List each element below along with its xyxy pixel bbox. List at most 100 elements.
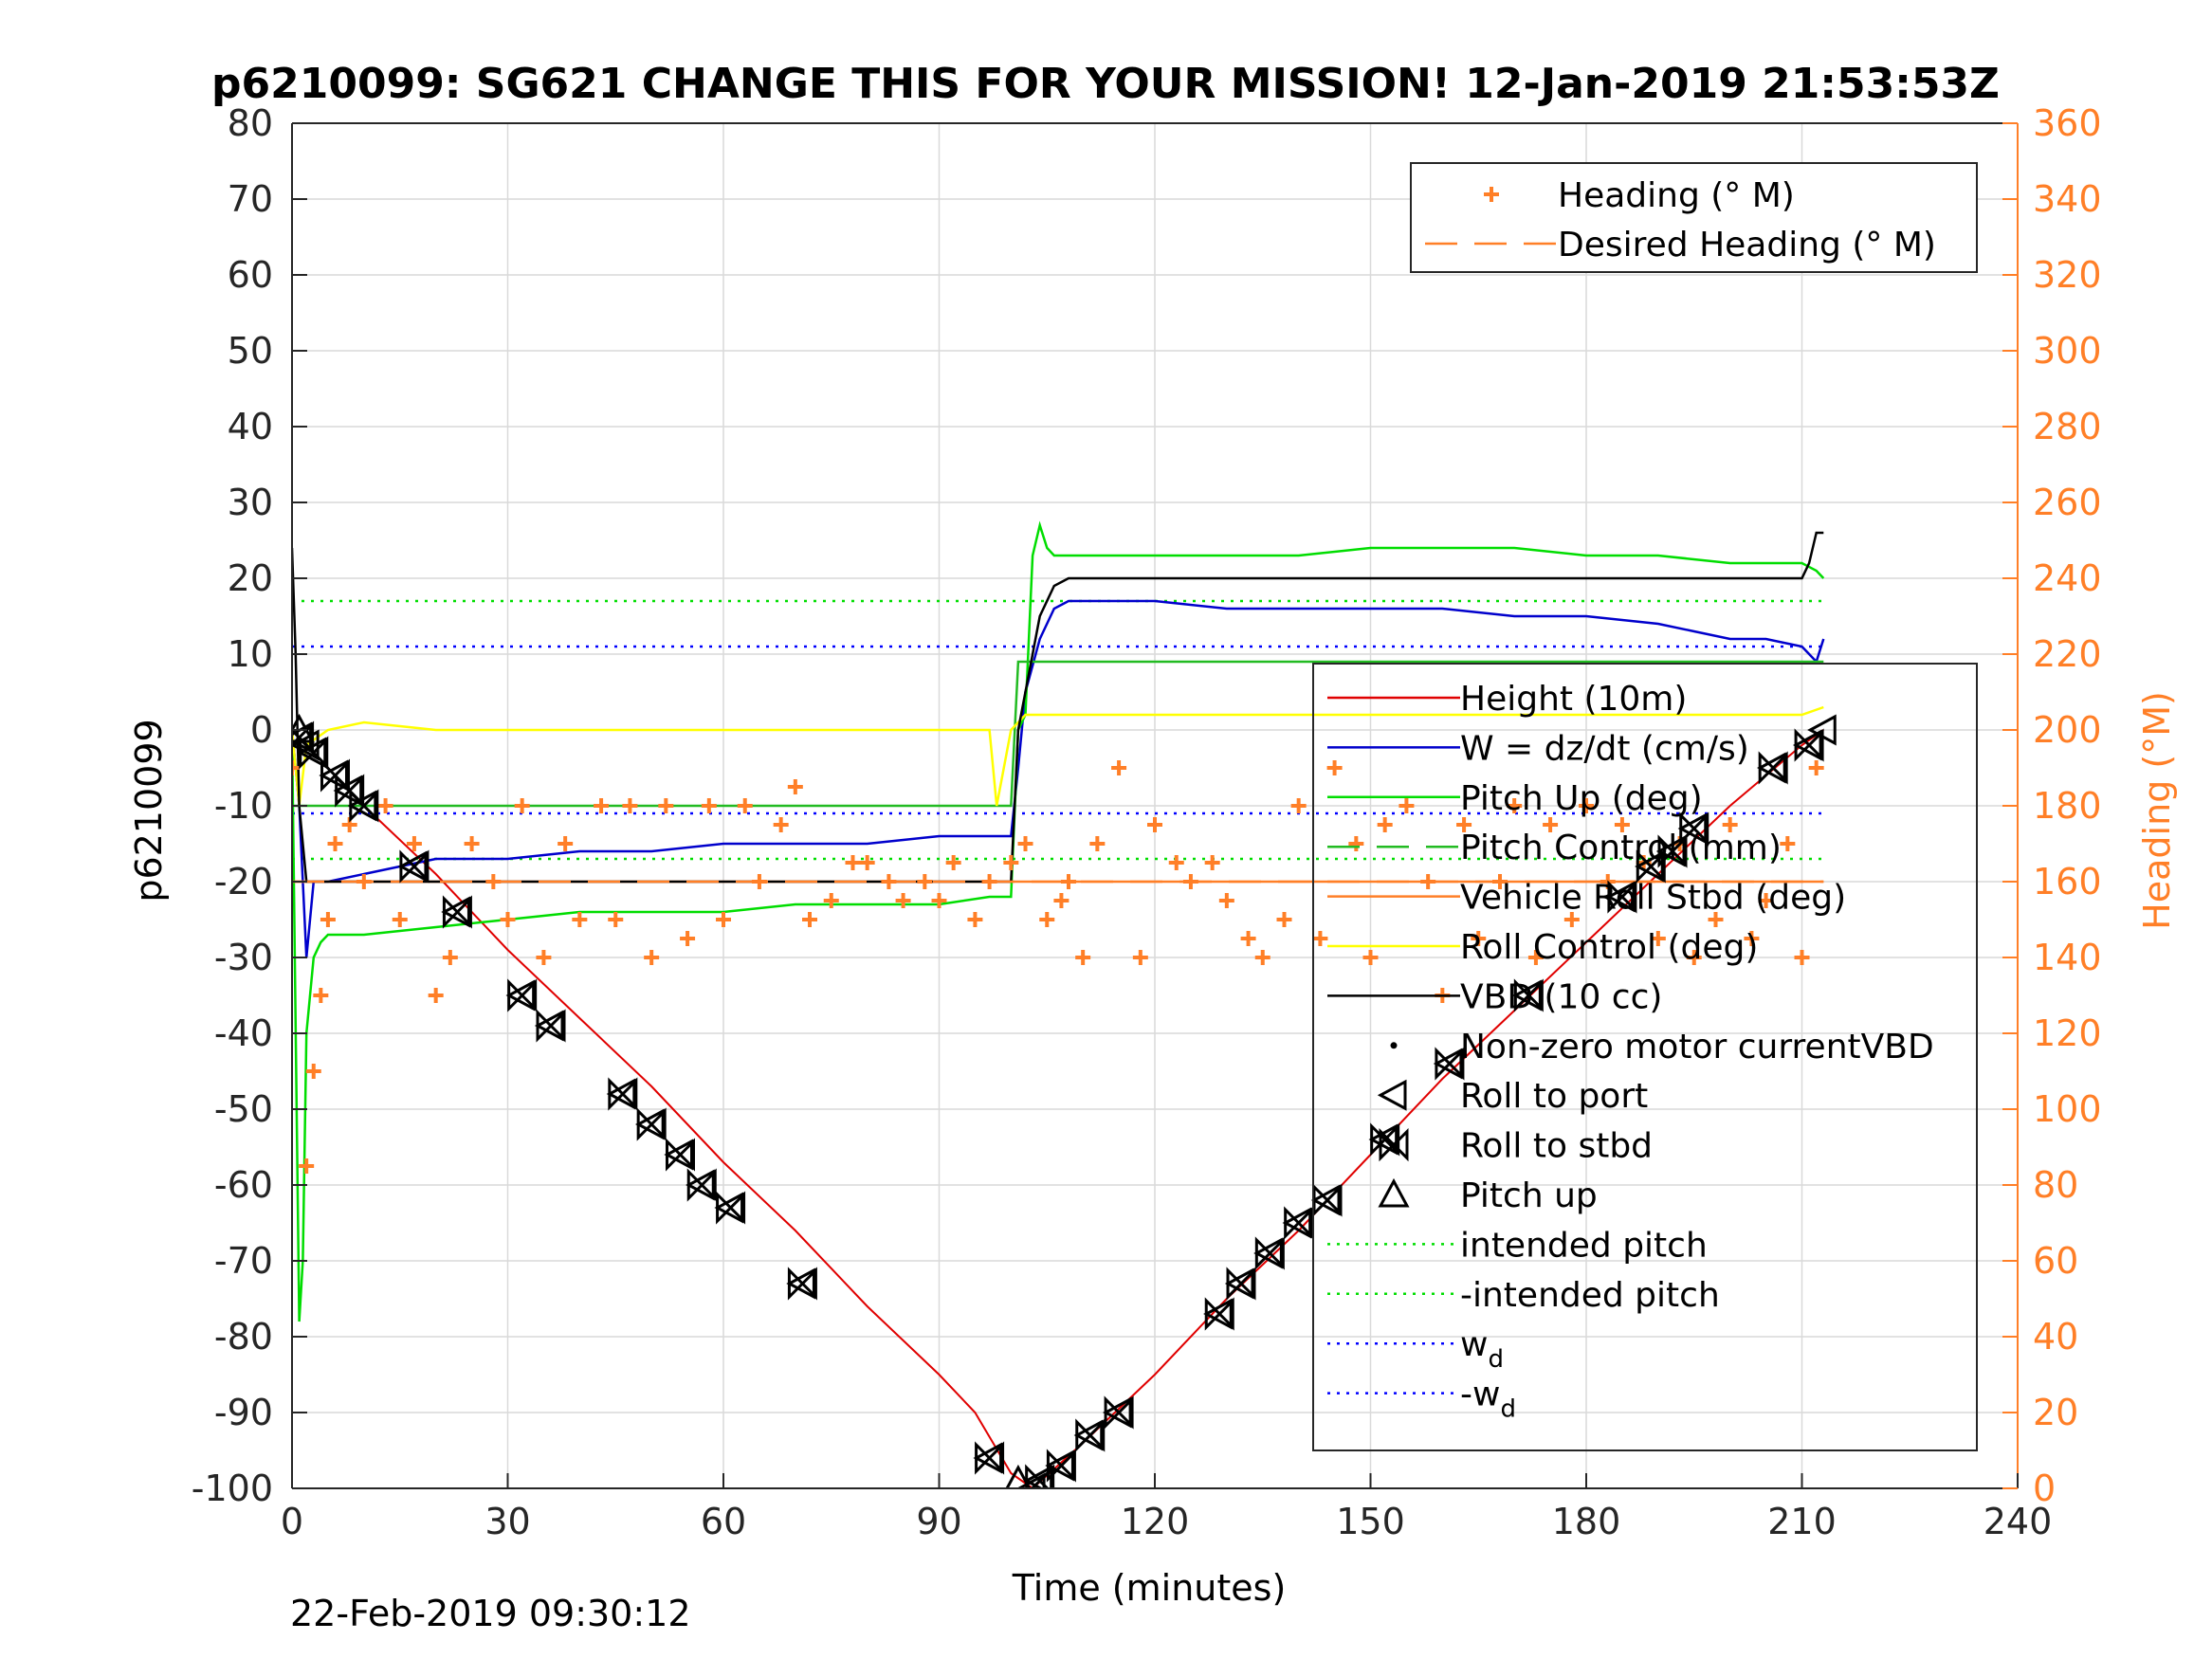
roll-to-stbd-marker [1104, 1395, 1134, 1430]
y-tick-label: 10 [228, 633, 273, 675]
x-tick-label: 180 [1552, 1501, 1621, 1542]
y2-tick-label: 20 [2033, 1392, 2078, 1433]
y-tick-label: -80 [214, 1316, 273, 1358]
heading-point [500, 912, 516, 927]
heading-point [1708, 912, 1724, 927]
heading-point [1168, 855, 1184, 870]
y-tick-label: 50 [228, 330, 273, 372]
heading-point [1039, 912, 1055, 927]
y2-tick-label: 220 [2033, 633, 2102, 675]
roll-to-port-marker [1102, 1396, 1132, 1429]
heading-point [917, 874, 933, 889]
heading-point [1758, 893, 1774, 908]
roll-to-port-marker [635, 1108, 665, 1140]
heading-point [1808, 760, 1824, 775]
heading-point [1204, 855, 1220, 870]
roll-to-port-marker [397, 850, 428, 883]
heading-point [1722, 817, 1738, 832]
heading-point [845, 855, 861, 870]
roll-to-stbd-marker [1513, 978, 1544, 1012]
heading-point [442, 950, 458, 965]
roll-to-port-marker [686, 1169, 715, 1201]
y-tick-label: 0 [250, 709, 273, 751]
roll-to-port-marker [1368, 1123, 1398, 1156]
legend-entry-label: Roll to stbd [1460, 1127, 1653, 1166]
y-tick-label: 60 [228, 254, 273, 296]
heading-point [406, 836, 422, 851]
heading-point [1614, 817, 1630, 832]
heading-point [945, 855, 961, 870]
legend-entry-label: Vehicle Roll Stbd (deg) [1460, 879, 1846, 918]
heading-point [701, 798, 717, 813]
legend-entry-label: Roll to port [1460, 1077, 1648, 1116]
heading-point [1089, 836, 1106, 851]
heading-point [644, 950, 660, 965]
series-pitch-control-mm [292, 660, 1824, 808]
x-tick-label: 90 [916, 1501, 961, 1542]
heading-point [658, 798, 674, 813]
legend-entry-label: Desired Heading (° M) [1558, 226, 1936, 264]
y-tick-label: -20 [214, 861, 273, 902]
data-group [292, 520, 1837, 1488]
y2-tick-label: 320 [2033, 254, 2102, 296]
roll-to-port-marker [1282, 1207, 1312, 1239]
roll-to-stbd-marker [1226, 1267, 1256, 1301]
y2-tick-label: 120 [2033, 1012, 2102, 1054]
roll-to-stbd-marker [1607, 880, 1637, 914]
roll-to-stbd-marker [349, 789, 379, 823]
x-tick-label: 60 [701, 1501, 746, 1542]
heading-point [1543, 817, 1559, 832]
heading-point [1527, 950, 1544, 965]
roll-to-stbd-marker [975, 1441, 1005, 1475]
roll-to-stbd-marker [716, 1191, 746, 1225]
legend-roll-stbd-symbol [1379, 1127, 1409, 1162]
chart-title: p6210099: SG621 CHANGE THIS FOR YOUR MIS… [211, 60, 2000, 108]
heading-point [1017, 836, 1033, 851]
heading-point [859, 855, 875, 870]
roll-to-port-marker [1792, 729, 1822, 761]
heading-point [1362, 950, 1379, 965]
y2-tick-label: 300 [2033, 330, 2102, 372]
heading-point [680, 931, 696, 946]
series-heading-m [292, 760, 1824, 1174]
roll-to-stbd-marker [787, 1267, 817, 1301]
roll-to-stbd-marker [608, 1077, 638, 1111]
heading-point [787, 779, 803, 794]
roll-to-port-marker [534, 1010, 564, 1042]
series-roll-control-deg [292, 705, 1824, 807]
roll-to-port-marker [1635, 850, 1664, 883]
roll-to-stbd-marker [1794, 728, 1824, 762]
roll-to-port-marker [1224, 1267, 1254, 1300]
heading-point [1111, 760, 1127, 775]
series-height-10m [292, 729, 1824, 1488]
roll-to-stbd-marker [1075, 1418, 1106, 1452]
heading-point [292, 760, 300, 775]
y-axis-label: p6210099 [128, 719, 170, 902]
y-tick-label: 30 [228, 482, 273, 523]
heading-point [558, 836, 574, 851]
heading-point [572, 912, 588, 927]
heading-point [392, 912, 408, 927]
pitch-up-marker [1005, 1464, 1032, 1488]
heading-point [1650, 931, 1666, 946]
legend-entry-label: Roll Control (deg) [1460, 928, 1758, 967]
legend-entry-label: -intended pitch [1460, 1276, 1720, 1315]
y-tick-label: -30 [214, 937, 273, 978]
roll-to-port-marker [1655, 835, 1686, 867]
roll-to-stbd-marker [442, 895, 472, 929]
roll-to-port-marker [1253, 1237, 1283, 1269]
legend-dot-symbol [1390, 1042, 1398, 1049]
heading-point [802, 912, 817, 927]
legend-entry-label: W = dz/dt (cm/s) [1460, 729, 1749, 768]
heading-point [1563, 912, 1580, 927]
y-tick-label: 20 [228, 557, 273, 599]
roll-to-port-marker [664, 1139, 693, 1171]
y-tick-label: 70 [228, 178, 273, 220]
y-tick-label: -40 [214, 1012, 273, 1054]
roll-to-port-marker [1073, 1419, 1104, 1451]
y2-tick-label: 280 [2033, 406, 2102, 447]
heading-point [1003, 855, 1019, 870]
roll-to-port-marker [1757, 752, 1786, 784]
heading-point [1240, 931, 1256, 946]
